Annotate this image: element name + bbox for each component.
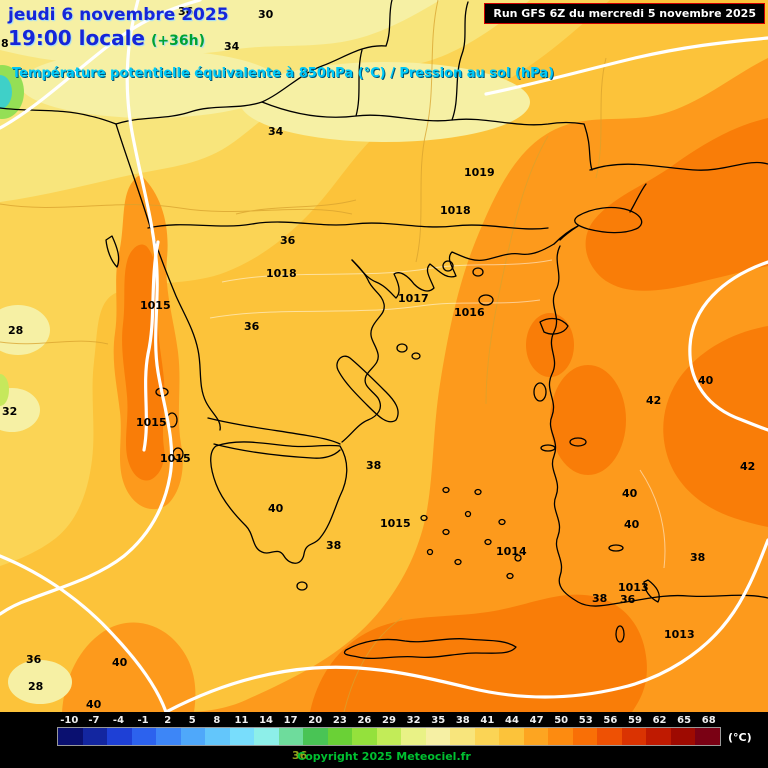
theta-e-pressure-chart bbox=[0, 0, 768, 712]
theta-e-contour-lines bbox=[0, 0, 607, 712]
pressure-contour-lines bbox=[209, 259, 666, 569]
scale-tick: 5 bbox=[188, 715, 196, 726]
scale-segment bbox=[156, 728, 181, 745]
scale-tick: -10 bbox=[60, 715, 79, 726]
scale-segment bbox=[401, 728, 426, 745]
scale-segment bbox=[327, 728, 353, 745]
map-stray-label: 36 bbox=[292, 749, 308, 762]
scale-segment bbox=[695, 728, 720, 745]
scale-tick: 53 bbox=[578, 715, 593, 726]
scale-tick: 35 bbox=[431, 715, 446, 726]
scale-segment bbox=[131, 728, 157, 745]
scale-segment bbox=[376, 728, 402, 745]
scale-tick: 20 bbox=[308, 715, 323, 726]
footer: -10 -7 -4 -1 2 5 8 11 14 17 20 23 26 29 32 35 38 41 44 47 50… bbox=[0, 712, 768, 768]
scale-ticks: -10 -7 -4 -1 2 5 8 11 14 17 20 23 26 29 32 35 38 41 44 47 50… bbox=[57, 714, 721, 727]
scale-segment bbox=[425, 728, 451, 745]
scale-tick: 56 bbox=[603, 715, 618, 726]
scale-segment bbox=[58, 728, 83, 745]
forecast-date: jeudi 6 novembre 2025 bbox=[8, 5, 229, 25]
scale-segment bbox=[597, 728, 622, 745]
forecast-time: 19:00 locale (+36h) bbox=[8, 26, 205, 50]
scale-tick: 50 bbox=[554, 715, 569, 726]
scale-segment bbox=[82, 728, 108, 745]
coastlines-and-borders bbox=[0, 0, 768, 660]
scale-segment bbox=[229, 728, 255, 745]
color-scale: -10 -7 -4 -1 2 5 8 11 14 17 20 23 26 29 32 35 38 41 44 47 50… bbox=[57, 714, 721, 746]
scale-segment bbox=[278, 728, 304, 745]
scale-tick: 62 bbox=[652, 715, 667, 726]
scale-segment bbox=[523, 728, 549, 745]
scale-segment bbox=[646, 728, 671, 745]
scale-segment bbox=[107, 728, 132, 745]
scale-tick: 47 bbox=[529, 715, 544, 726]
scale-tick: -7 bbox=[88, 715, 100, 726]
isobar-lines bbox=[0, 0, 768, 712]
scale-tick: 65 bbox=[677, 715, 692, 726]
scale-segment bbox=[474, 728, 500, 745]
scale-segment bbox=[352, 728, 377, 745]
forecast-time-text: 19:00 locale bbox=[8, 26, 145, 50]
forecast-offset: (+36h) bbox=[151, 33, 205, 49]
scale-tick: 41 bbox=[480, 715, 495, 726]
scale-segment bbox=[303, 728, 328, 745]
scale-segment bbox=[254, 728, 279, 745]
scale-tick: 14 bbox=[259, 715, 273, 726]
scale-tick: -1 bbox=[137, 715, 149, 726]
scale-tick: -4 bbox=[112, 715, 125, 726]
scale-tick: 2 bbox=[164, 715, 172, 726]
scale-tick: 68 bbox=[701, 715, 716, 726]
scale-segment bbox=[572, 728, 598, 745]
scale-segment bbox=[205, 728, 230, 745]
scale-tick: 26 bbox=[357, 715, 372, 726]
theta-e-fill-regions bbox=[0, 0, 768, 712]
scale-tick: 23 bbox=[332, 715, 347, 726]
scale-tick: 32 bbox=[406, 715, 421, 726]
weather-map: 8 36 30 34 34 36 36 28 32 38 40 38 40 42 42 40 40 38 38 36 3… bbox=[0, 0, 768, 712]
scale-tick: 29 bbox=[382, 715, 396, 726]
scale-tick: 11 bbox=[234, 715, 249, 726]
scale-segment bbox=[670, 728, 696, 745]
scale-segment bbox=[180, 728, 206, 745]
scale-segment bbox=[499, 728, 524, 745]
scale-segment bbox=[450, 728, 475, 745]
scale-segment bbox=[621, 728, 647, 745]
scale-tick: 44 bbox=[505, 715, 519, 726]
scale-bar bbox=[57, 727, 721, 746]
scale-tick: 8 bbox=[213, 715, 221, 726]
scale-tick: 17 bbox=[283, 715, 298, 726]
scale-tick: 38 bbox=[455, 715, 470, 726]
model-run-info: Run GFS 6Z du mercredi 5 novembre 2025 bbox=[484, 3, 765, 24]
scale-segment bbox=[548, 728, 573, 745]
copyright-text: Copyright 2025 Meteociel.fr bbox=[297, 750, 471, 763]
map-parameter-title: Température potentielle équivalente à 85… bbox=[12, 66, 555, 81]
scale-unit-label: (°C) bbox=[728, 731, 752, 744]
scale-tick: 59 bbox=[627, 715, 642, 726]
